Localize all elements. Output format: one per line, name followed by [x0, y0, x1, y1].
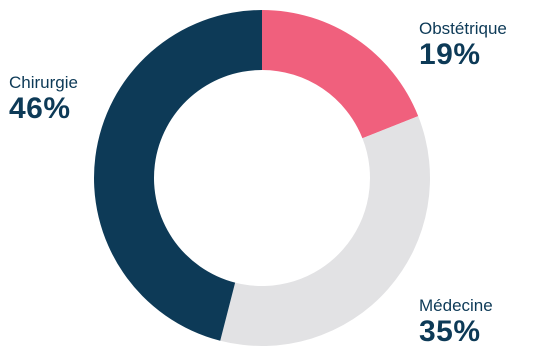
slice-label-obstetrique: Obstétrique 19% — [419, 19, 507, 71]
slice-label-medecine: Médecine 35% — [419, 296, 493, 348]
slice-percent-obstetrique: 19% — [419, 38, 481, 71]
slice-name-medecine: Médecine — [419, 296, 493, 315]
donut-slice-medecine — [220, 116, 430, 346]
slice-name-obstetrique: Obstétrique — [419, 19, 507, 38]
donut-slice-obstetrique — [262, 10, 419, 139]
slice-percent-chirurgie: 46% — [9, 92, 71, 125]
slice-percent-medecine: 35% — [419, 315, 481, 348]
slice-label-chirurgie: Chirurgie 46% — [9, 73, 78, 125]
donut-slice-chirurgie — [93, 10, 263, 341]
slice-name-chirurgie: Chirurgie — [9, 73, 78, 92]
